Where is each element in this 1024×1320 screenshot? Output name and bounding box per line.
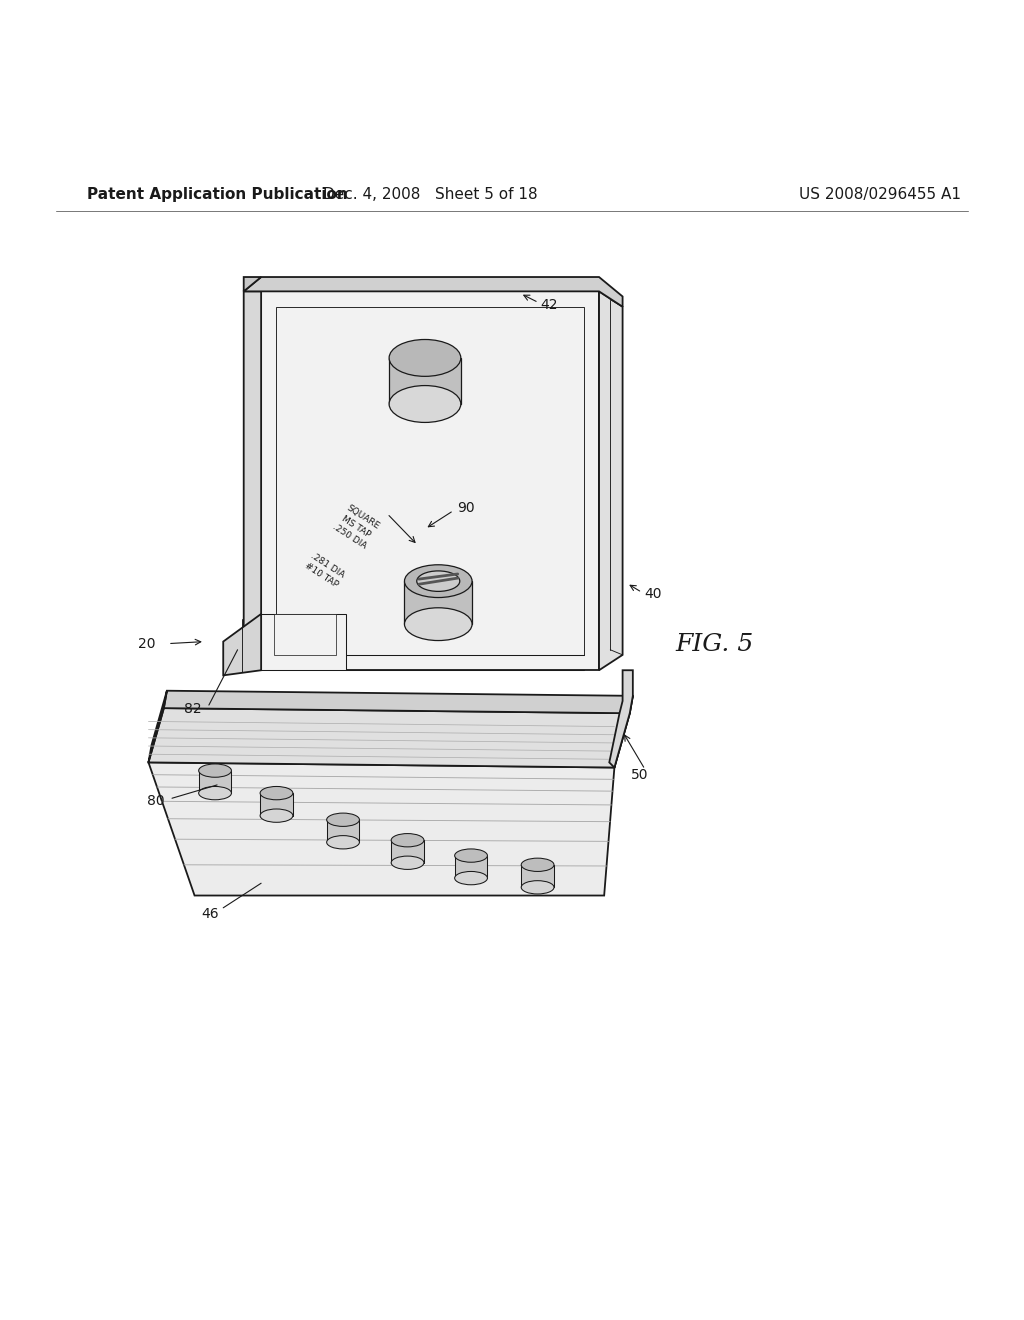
Ellipse shape (404, 565, 472, 598)
Polygon shape (455, 855, 487, 878)
Polygon shape (276, 306, 584, 655)
Ellipse shape (327, 836, 359, 849)
Polygon shape (244, 277, 623, 306)
Text: Dec. 4, 2008   Sheet 5 of 18: Dec. 4, 2008 Sheet 5 of 18 (323, 186, 538, 202)
Ellipse shape (260, 809, 293, 822)
Text: 46: 46 (201, 907, 219, 921)
Ellipse shape (260, 787, 293, 800)
Ellipse shape (455, 849, 487, 862)
Polygon shape (164, 690, 633, 713)
Text: 82: 82 (183, 702, 202, 717)
Polygon shape (614, 696, 633, 767)
Ellipse shape (327, 813, 359, 826)
Ellipse shape (199, 787, 231, 800)
Ellipse shape (389, 385, 461, 422)
Polygon shape (244, 277, 261, 292)
Polygon shape (404, 581, 472, 624)
Text: 50: 50 (631, 768, 649, 781)
Polygon shape (389, 358, 461, 404)
Polygon shape (199, 771, 231, 793)
Text: FIG. 5: FIG. 5 (676, 634, 754, 656)
Polygon shape (609, 671, 633, 767)
Ellipse shape (521, 880, 554, 894)
Ellipse shape (417, 572, 460, 591)
Text: Patent Application Publication: Patent Application Publication (87, 186, 348, 202)
Polygon shape (148, 690, 167, 763)
Polygon shape (599, 292, 623, 671)
Text: 20: 20 (137, 636, 156, 651)
Polygon shape (261, 292, 599, 671)
Polygon shape (261, 614, 346, 671)
Ellipse shape (404, 607, 472, 640)
Text: SQUARE
MS TAP
.250 DIA: SQUARE MS TAP .250 DIA (332, 503, 381, 550)
Polygon shape (148, 763, 614, 895)
Text: US 2008/0296455 A1: US 2008/0296455 A1 (799, 186, 961, 202)
Text: 90: 90 (457, 502, 475, 515)
Polygon shape (274, 614, 336, 655)
Polygon shape (148, 708, 630, 767)
Polygon shape (223, 614, 261, 676)
Polygon shape (391, 841, 424, 863)
Ellipse shape (391, 833, 424, 847)
Text: 40: 40 (644, 587, 663, 602)
Text: 42: 42 (540, 298, 558, 312)
Text: 80: 80 (146, 795, 165, 808)
Ellipse shape (199, 764, 231, 777)
Ellipse shape (521, 858, 554, 871)
Text: .281 DIA
#10 TAP: .281 DIA #10 TAP (303, 550, 346, 589)
Polygon shape (244, 292, 261, 671)
Ellipse shape (455, 871, 487, 884)
Ellipse shape (389, 339, 461, 376)
Ellipse shape (391, 857, 424, 870)
Polygon shape (521, 865, 554, 887)
Polygon shape (260, 793, 293, 816)
Polygon shape (327, 820, 359, 842)
